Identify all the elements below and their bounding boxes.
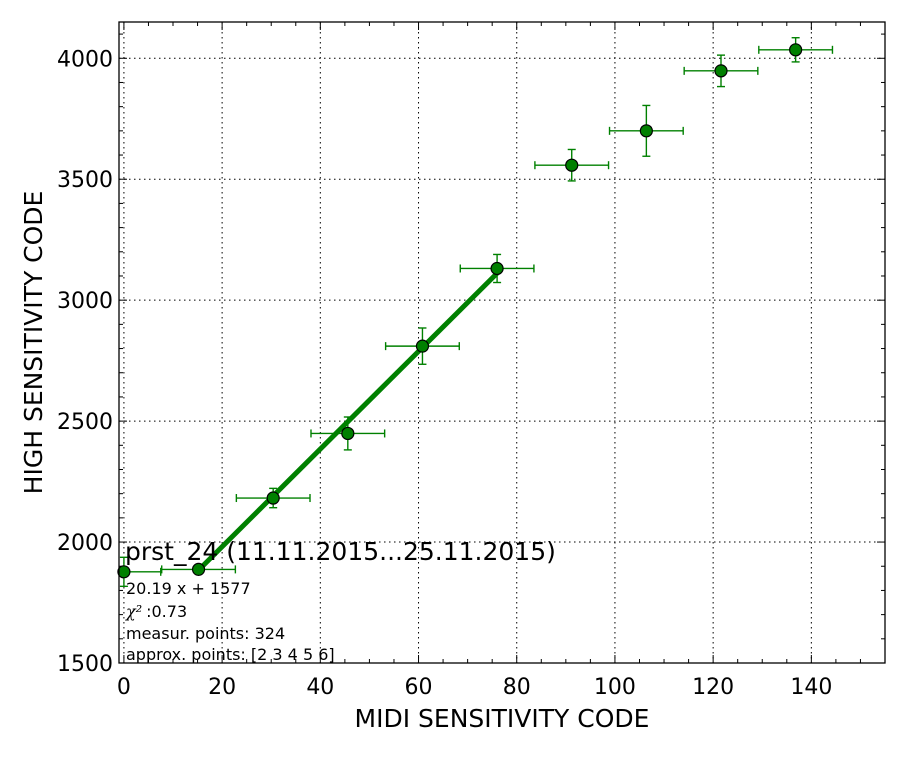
annotation-box: prst_24 (11.11.2015...25.11.2015) 20.19 … [125,537,556,664]
plot-frame [118,21,886,664]
x-tick-label: 80 [503,675,531,700]
chi-square-value: :0.73 [146,602,187,621]
x-tick-label: 140 [790,675,832,700]
annotation-title: prst_24 (11.11.2015...25.11.2015) [125,537,556,566]
x-axis-label: MIDI SENSITIVITY CODE [355,704,650,733]
error-bars [119,37,834,588]
y-tick-label: 3000 [57,289,113,314]
data-point [714,64,728,78]
data-point [117,565,131,579]
y-tick-label: 2500 [57,410,113,435]
tick-labels: 0 20 40 60 80 100 120 140 1500 2000 2500 3000 3500 40… [57,47,832,700]
x-tick-label: 100 [594,675,636,700]
data-points [117,43,803,579]
x-tick-label: 40 [306,675,334,700]
measur-points: measur. points: 324 [126,624,285,643]
chi-square-symbol: χ² [125,602,142,621]
grid [119,22,885,663]
data-point [639,124,653,138]
axis-ticks [119,22,885,664]
y-tick-label: 1500 [57,652,113,677]
data-point [415,339,430,353]
fit-equation: 20.19 x + 1577 [126,579,251,598]
y-tick-label: 4000 [57,47,113,72]
data-point [789,43,803,57]
data-point [565,158,579,172]
y-tick-label: 2000 [57,531,113,556]
approx-points: approx. points: [2 3 4 5 6] [126,645,335,664]
x-tick-label: 60 [405,675,433,700]
x-tick-label: 0 [117,675,131,700]
data-point [191,562,206,576]
y-tick-label: 3500 [57,168,113,193]
y-axis-label: HIGH SENSITIVITY CODE [19,191,48,495]
x-tick-label: 20 [208,675,236,700]
x-tick-label: 120 [692,675,734,700]
chi-square: χ²:0.73 [125,602,187,621]
data-point [341,426,355,441]
data-point [490,261,504,276]
data-point [266,491,280,505]
